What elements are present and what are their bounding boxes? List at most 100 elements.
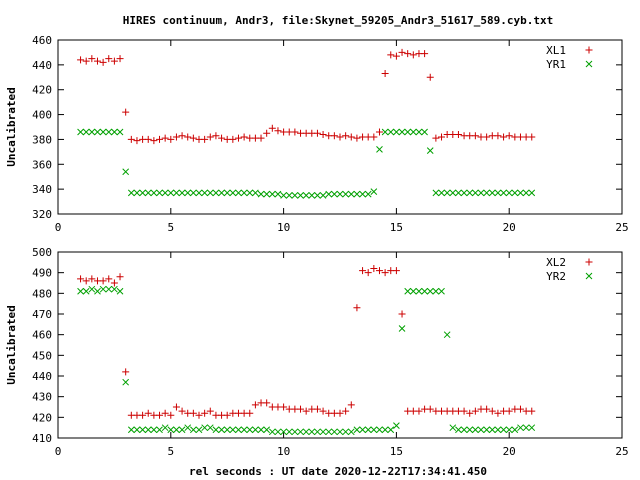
data-point-xl1 xyxy=(291,128,299,136)
data-point-yr1 xyxy=(353,190,361,198)
data-point-yr1 xyxy=(274,190,282,198)
x-tick-label: 5 xyxy=(167,221,174,234)
data-point-yr2 xyxy=(522,424,530,432)
data-point-yr2 xyxy=(263,426,271,434)
data-point-xl2 xyxy=(167,411,175,419)
data-point-yr2 xyxy=(483,426,490,434)
y-tick-label: 380 xyxy=(32,133,52,146)
data-point-yr1 xyxy=(500,189,507,197)
data-point-yr1 xyxy=(195,189,203,197)
data-point-yr2 xyxy=(325,428,333,436)
data-point-xl2 xyxy=(336,409,344,417)
bottom-panel: Uncalibrated 0 5 10 15 20 25 410 420 430 440 450 46… xyxy=(5,246,629,458)
data-point-yr1 xyxy=(139,189,146,197)
data-point-yr2 xyxy=(285,428,293,436)
data-point-xl2 xyxy=(88,275,96,283)
data-point-yr2 xyxy=(297,428,304,436)
data-point-xl1 xyxy=(330,132,338,140)
legend-label-xl1: XL1 xyxy=(546,44,566,57)
x-axis-label: rel seconds : UT date 2020-12-22T17:34:4… xyxy=(189,465,487,478)
data-point-xl1 xyxy=(212,132,220,140)
data-point-yr1 xyxy=(522,189,530,197)
data-point-yr1 xyxy=(156,189,163,197)
data-point-xl1 xyxy=(127,135,135,143)
data-point-yr2 xyxy=(133,426,141,434)
data-point-xl1 xyxy=(110,57,118,65)
data-point-xl2 xyxy=(99,277,107,285)
data-point-yr2 xyxy=(455,426,462,434)
data-point-xl2 xyxy=(488,407,496,415)
data-point-yr1 xyxy=(314,192,321,199)
data-point-yr2 xyxy=(167,426,175,434)
data-point-xl1 xyxy=(494,132,502,140)
data-point-yr1 xyxy=(105,128,113,136)
data-point-yr2 xyxy=(505,426,513,434)
data-point-xl1 xyxy=(409,51,417,59)
data-point-yr1 xyxy=(190,189,197,197)
data-point-yr2 xyxy=(511,426,519,434)
data-point-yr2 xyxy=(488,426,496,434)
data-point-xl2 xyxy=(359,267,367,275)
data-point-xl1 xyxy=(274,127,282,135)
data-point-yr1 xyxy=(387,128,395,136)
x-tick-label: 15 xyxy=(390,445,403,458)
data-point-yr1 xyxy=(133,189,141,197)
y-tick-label: 480 xyxy=(32,287,52,300)
data-point-yr1 xyxy=(122,168,130,176)
data-point-yr1 xyxy=(409,128,417,136)
data-point-xl2 xyxy=(77,275,85,283)
data-point-xl1 xyxy=(257,134,265,142)
data-point-xl1 xyxy=(454,130,462,138)
data-point-xl1 xyxy=(201,135,209,143)
data-point-xl1 xyxy=(156,135,164,143)
data-point-xl1 xyxy=(172,133,180,141)
data-point-xl1 xyxy=(392,52,400,60)
data-point-yr1 xyxy=(150,189,158,197)
data-point-xl2 xyxy=(342,407,350,415)
data-point-yr2 xyxy=(404,287,412,295)
data-point-yr2 xyxy=(438,287,445,295)
data-point-xl1 xyxy=(268,124,276,132)
data-point-yr1 xyxy=(268,190,276,198)
data-point-yr1 xyxy=(421,128,428,136)
data-point-xl2 xyxy=(516,405,524,413)
data-point-yr2 xyxy=(421,287,428,295)
x-tick-label: 10 xyxy=(277,221,290,234)
data-point-yr2 xyxy=(415,287,423,295)
data-point-xl1 xyxy=(82,57,90,65)
data-point-xl1 xyxy=(319,130,327,138)
data-point-xl1 xyxy=(234,134,242,142)
y-tick-label: 430 xyxy=(32,391,52,404)
data-point-yr2 xyxy=(336,428,344,436)
data-point-yr1 xyxy=(263,190,271,198)
data-point-xl1 xyxy=(342,132,350,140)
x-tick-label: 10 xyxy=(277,445,290,458)
data-point-xl2 xyxy=(223,411,231,419)
data-point-yr1 xyxy=(111,128,118,136)
data-point-yr1 xyxy=(466,189,474,197)
data-point-xl1 xyxy=(263,129,271,137)
data-point-yr2 xyxy=(500,426,507,434)
data-point-yr1 xyxy=(528,189,536,197)
data-point-xl1 xyxy=(218,134,226,142)
data-point-yr1 xyxy=(173,189,180,197)
legend-label-xl2: XL2 xyxy=(546,256,566,269)
data-point-yr2 xyxy=(331,428,338,436)
data-point-xl2 xyxy=(189,409,197,417)
data-point-yr1 xyxy=(370,188,378,195)
data-point-yr2 xyxy=(173,426,180,434)
data-point-yr2 xyxy=(308,428,316,436)
data-point-xl1 xyxy=(387,51,395,59)
data-point-xl1 xyxy=(505,132,513,140)
data-point-xl2 xyxy=(392,267,400,275)
data-point-yr1 xyxy=(291,192,299,199)
data-point-yr1 xyxy=(404,128,412,136)
data-point-yr1 xyxy=(381,128,389,136)
data-point-yr1 xyxy=(127,189,135,197)
data-point-yr2 xyxy=(116,287,124,295)
data-point-xl2 xyxy=(494,409,502,417)
data-point-yr2 xyxy=(426,287,434,295)
data-point-yr2 xyxy=(443,331,451,339)
data-point-yr2 xyxy=(111,285,118,293)
data-point-yr1 xyxy=(472,189,479,197)
